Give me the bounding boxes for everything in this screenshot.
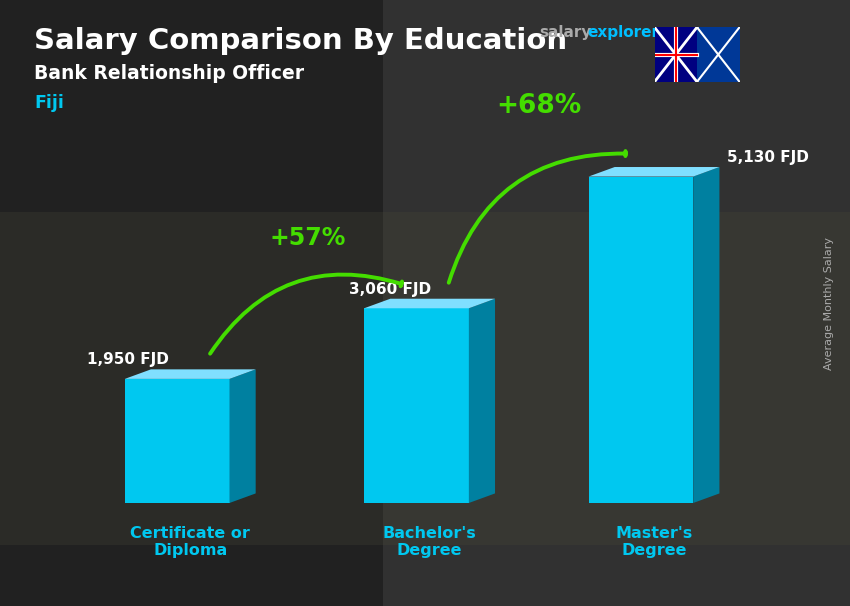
Text: Salary Comparison By Education: Salary Comparison By Education [34,27,567,55]
Bar [382,0,850,606]
Bar [654,27,697,82]
Polygon shape [469,299,495,503]
Polygon shape [588,167,719,176]
Text: +68%: +68% [496,93,581,119]
Text: Master's
Degree: Master's Degree [615,526,693,558]
Polygon shape [694,167,719,503]
Polygon shape [125,379,230,503]
Text: Fiji: Fiji [34,94,64,112]
Bar [697,27,740,82]
Text: salary: salary [540,25,592,41]
Text: 3,060 FJD: 3,060 FJD [349,282,431,297]
Polygon shape [364,299,495,308]
Polygon shape [125,369,256,379]
Polygon shape [364,308,469,503]
Text: Average Monthly Salary: Average Monthly Salary [824,236,834,370]
Bar [0,212,850,545]
Text: Certificate or
Diploma: Certificate or Diploma [130,526,250,558]
Text: 1,950 FJD: 1,950 FJD [88,353,169,367]
Bar [0,0,382,606]
Polygon shape [588,176,694,503]
Text: Bank Relationship Officer: Bank Relationship Officer [34,64,304,82]
Text: Bachelor's
Degree: Bachelor's Degree [382,526,477,558]
Text: explorer.com: explorer.com [587,25,698,41]
Text: +57%: +57% [269,225,345,250]
Text: 5,130 FJD: 5,130 FJD [727,150,809,165]
Polygon shape [230,369,256,503]
